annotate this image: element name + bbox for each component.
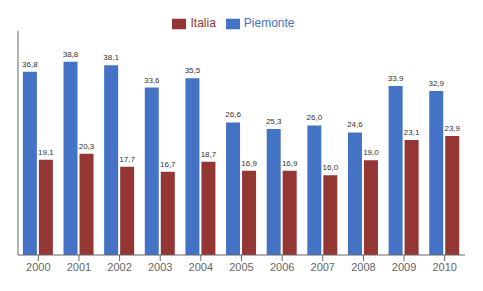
svg-text:19,1: 19,1 [38, 148, 54, 157]
svg-text:2000: 2000 [26, 261, 50, 273]
svg-text:32,9: 32,9 [428, 79, 444, 88]
html-text:Italia: Italia [190, 16, 216, 30]
svg-text:24,6: 24,6 [347, 120, 363, 129]
svg-text:18,7: 18,7 [201, 150, 217, 159]
svg-text:2004: 2004 [189, 261, 213, 273]
svg-text:2008: 2008 [351, 261, 375, 273]
svg-text:2002: 2002 [107, 261, 131, 273]
svg-text:2001: 2001 [67, 261, 91, 273]
svg-text:33,6: 33,6 [144, 76, 160, 85]
svg-text:23,1: 23,1 [404, 128, 420, 137]
svg-text:2003: 2003 [148, 261, 172, 273]
svg-text:2007: 2007 [311, 261, 335, 273]
svg-text:26,6: 26,6 [225, 110, 241, 119]
svg-text:2010: 2010 [432, 261, 456, 273]
svg-text:35,5: 35,5 [185, 66, 201, 75]
svg-text:23,9: 23,9 [444, 124, 460, 133]
svg-text:16,7: 16,7 [160, 160, 176, 169]
svg-text:36,8: 36,8 [22, 60, 38, 69]
svg-text:2006: 2006 [270, 261, 294, 273]
svg-text:17,7: 17,7 [119, 155, 135, 164]
svg-text:25,3: 25,3 [266, 117, 282, 126]
svg-text:16,9: 16,9 [282, 159, 298, 168]
svg-text:20,3: 20,3 [79, 142, 95, 151]
svg-text:2009: 2009 [392, 261, 416, 273]
svg-text:33,9: 33,9 [388, 74, 404, 83]
svg-text:26,0: 26,0 [307, 113, 323, 122]
html-text:Piemonte: Piemonte [243, 16, 295, 30]
svg-text:16,0: 16,0 [323, 163, 339, 172]
svg-text:38,1: 38,1 [103, 53, 119, 62]
svg-text:19,0: 19,0 [363, 148, 379, 157]
svg-text:16,9: 16,9 [241, 159, 257, 168]
svg-text:2005: 2005 [229, 261, 253, 273]
svg-text:38,8: 38,8 [63, 50, 79, 59]
